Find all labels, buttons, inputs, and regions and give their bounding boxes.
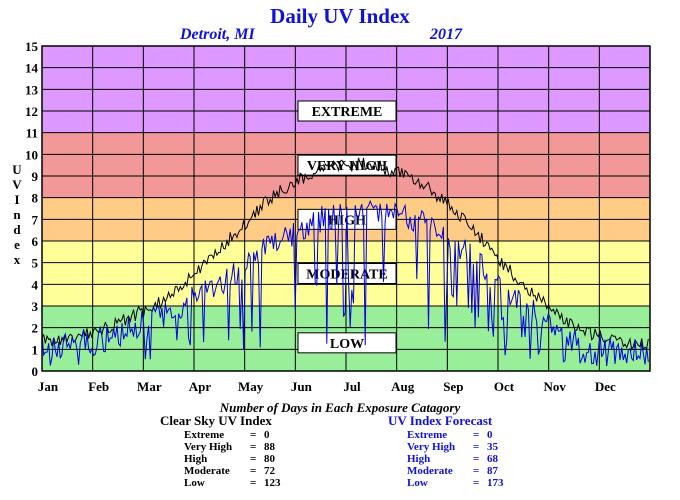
row-value: 87 — [487, 465, 498, 477]
forecast-heading: UV Index Forecast — [388, 413, 493, 428]
x-tick-label: Aug — [391, 379, 415, 394]
y-axis-label-char: U — [12, 162, 22, 177]
x-tick-label: Sep — [443, 379, 463, 394]
row-value: 72 — [264, 465, 275, 477]
y-tick-label: 2 — [32, 321, 39, 336]
table-row: Moderate = 72 — [184, 465, 281, 477]
row-value: 0 — [264, 429, 270, 441]
x-tick-label: Jan — [38, 379, 59, 394]
y-tick-label: 9 — [32, 169, 39, 184]
band-label: VERY HIGH — [307, 159, 387, 174]
y-tick-label: 3 — [32, 299, 39, 314]
y-tick-label: 10 — [25, 147, 38, 162]
row-value: 68 — [487, 453, 498, 465]
band-label-box — [297, 263, 397, 284]
chart-title: Daily UV Index — [270, 4, 410, 28]
row-value: 0 — [487, 429, 493, 441]
clear-sky-table: Extreme = 0 Very High = 88 High = 80 Moderate =… — [184, 429, 281, 489]
y-tick-label: 14 — [25, 61, 39, 76]
clear-sky-heading: Clear Sky UV Index — [160, 413, 272, 428]
days-caption: Number of Days in Each Exposure Catagory — [219, 400, 461, 415]
row-label: Extreme — [407, 429, 448, 441]
y-tick-label: 4 — [32, 277, 39, 292]
row-label: Very High — [184, 441, 233, 453]
year-label: 2017 — [430, 26, 462, 43]
band-label: LOW — [330, 337, 364, 352]
row-value: 173 — [487, 477, 504, 489]
y-tick-label: 7 — [32, 212, 39, 227]
table-row: Very High = 88 — [184, 441, 281, 453]
y-tick-label: 1 — [32, 342, 39, 357]
row-label: High — [184, 453, 208, 465]
location-label: Detroit, MI — [180, 26, 255, 43]
y-tick-label: 5 — [32, 256, 39, 271]
row-label: High — [407, 453, 431, 465]
x-tick-label: Jun — [291, 379, 313, 394]
y-axis-label: U V I n d e x — [10, 162, 24, 267]
x-tick-label: Feb — [88, 379, 109, 394]
row-label: Very High — [407, 441, 456, 453]
table-row: Low = 123 — [184, 477, 281, 489]
clear-sky-summary: Clear Sky UV Index Extreme = 0 Very High = 8… — [160, 413, 281, 489]
band-label: EXTREME — [312, 105, 383, 120]
x-tick-label: Oct — [494, 379, 515, 394]
row-label: Moderate — [407, 465, 453, 477]
row-value: 80 — [264, 453, 275, 465]
table-row: Moderate = 87 — [407, 465, 504, 477]
row-value: 88 — [264, 441, 275, 453]
y-tick-label: 6 — [32, 234, 39, 249]
x-tick-label: Mar — [137, 379, 162, 394]
table-row: High = 80 — [184, 453, 281, 465]
y-axis-label-char: V — [12, 177, 22, 192]
table-row: High = 68 — [407, 453, 504, 465]
y-tick-label: 13 — [25, 82, 39, 97]
clear-sky-series-line — [41, 157, 649, 352]
y-tick-label: 0 — [32, 364, 39, 379]
y-tick-label: 8 — [32, 191, 39, 206]
plot-border — [41, 45, 651, 372]
table-row: Extreme = 0 — [407, 429, 504, 441]
forecast-summary: UV Index Forecast Extreme = 0 Very High = 35… — [388, 413, 504, 489]
row-label: Moderate — [184, 465, 230, 477]
row-value: 35 — [487, 441, 498, 453]
y-axis-label-char: e — [14, 237, 20, 252]
band-label-box — [297, 332, 397, 354]
table-row: Very High = 35 — [407, 441, 504, 453]
table-row: Low = 173 — [407, 477, 504, 489]
y-axis-label-char: I — [14, 192, 20, 207]
y-axis-label-char: x — [13, 252, 21, 267]
x-tick-label: May — [238, 379, 264, 394]
y-tick-label: 12 — [25, 104, 38, 119]
row-label: Extreme — [184, 429, 225, 441]
band-label-box — [297, 154, 397, 176]
y-tick-label: 15 — [25, 39, 39, 54]
band-label: MODERATE — [306, 268, 387, 283]
y-axis-label-char: n — [13, 207, 21, 222]
x-tick-label: Dec — [595, 379, 616, 394]
forecast-series-line — [41, 199, 649, 367]
y-axis-label-char: d — [13, 222, 21, 237]
y-tick-label: 11 — [26, 126, 38, 141]
row-label: Low — [407, 477, 428, 489]
x-tick-label: Apr — [189, 379, 212, 394]
forecast-table: Extreme = 0 Very High = 35 High = 68 Moderate =… — [407, 429, 504, 489]
band-label-box — [297, 100, 397, 122]
row-label: Low — [184, 477, 205, 489]
x-tick-label: Nov — [543, 379, 566, 394]
row-value: 123 — [264, 477, 281, 489]
x-tick-label: Jul — [343, 379, 361, 394]
table-row: Extreme = 0 — [184, 429, 281, 441]
